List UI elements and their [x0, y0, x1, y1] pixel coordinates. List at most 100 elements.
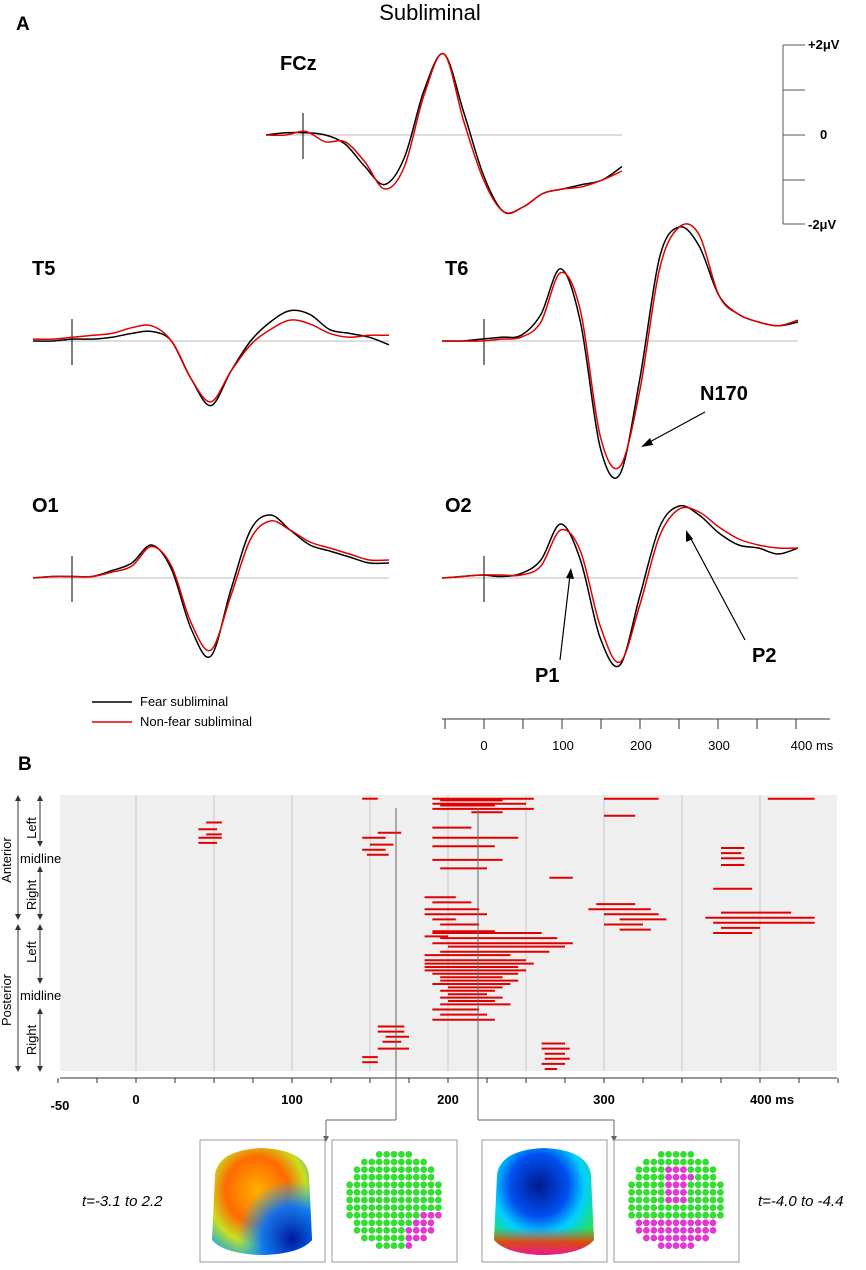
electrode-dot: [361, 1211, 368, 1219]
time-tick-label-200: 200: [630, 738, 652, 753]
annotation-p2-arrow: [689, 536, 746, 641]
electrode-dot: [412, 1234, 420, 1242]
electrode-dot: [672, 1151, 680, 1158]
electrode-dot: [687, 1158, 695, 1166]
electrode-dot: [694, 1204, 702, 1211]
erp-channel-o1: O1: [32, 495, 390, 659]
electrode-dot: [665, 1211, 672, 1219]
electrode-dot: [361, 1227, 368, 1234]
electrode-dot: [353, 1181, 361, 1189]
electrode-dot: [650, 1173, 658, 1181]
electrode-dot: [680, 1181, 687, 1189]
electrode-dot: [709, 1219, 717, 1227]
electrode-dot: [375, 1189, 383, 1196]
erp-line-t5-fear: [32, 309, 390, 407]
electrode-dot: [650, 1181, 658, 1189]
electrode-dot: [672, 1158, 680, 1166]
electrode-dot: [398, 1234, 405, 1242]
electrode-dot: [687, 1181, 695, 1189]
electrode-dot: [405, 1196, 413, 1204]
electrode-dot: [709, 1211, 717, 1219]
electrode-dot: [702, 1189, 709, 1196]
electrode-dot: [427, 1211, 435, 1219]
electrode-dot: [427, 1181, 435, 1189]
electrode-dot: [643, 1173, 650, 1181]
electrode-dot: [420, 1181, 427, 1189]
electrode-dot: [383, 1151, 390, 1158]
scale-bottom-label: -2μV: [808, 217, 837, 232]
electrode-dot: [420, 1158, 427, 1166]
electrode-dot: [672, 1181, 680, 1189]
electrode-dot: [353, 1166, 361, 1173]
annotation-p1: P1: [535, 568, 574, 687]
electrode-dot: [635, 1189, 643, 1196]
electrode-dot: [687, 1242, 695, 1249]
electrode-dot: [702, 1181, 709, 1189]
electrode-dot: [383, 1166, 390, 1173]
electrode-dot: [643, 1196, 650, 1204]
electrode-dot: [665, 1242, 672, 1249]
row-label-posterior-left: Left: [24, 941, 39, 963]
electrode-dot: [643, 1166, 650, 1173]
electrode-dot: [405, 1189, 413, 1196]
electrode-dot: [687, 1189, 695, 1196]
electrode-dot: [694, 1173, 702, 1181]
electrode-dot: [657, 1158, 665, 1166]
electrode-dot: [361, 1173, 368, 1181]
electrode-dot: [398, 1196, 405, 1204]
electrode-dot: [702, 1227, 709, 1234]
channel-label-fcz: FCz: [280, 53, 317, 75]
electrode-dot: [672, 1189, 680, 1196]
electrode-dot: [368, 1219, 376, 1227]
erp-channel-t5: T5: [32, 258, 390, 407]
time-tick-label-400: 400 ms: [791, 738, 834, 753]
electrode-dot: [702, 1173, 709, 1181]
legend-label-nonfear: Non-fear subliminal: [140, 714, 252, 729]
electrode-dot: [687, 1196, 695, 1204]
row-label-anterior-left: Left: [24, 817, 39, 839]
electrode-dot: [427, 1204, 435, 1211]
electrode-dot: [390, 1166, 398, 1173]
electrode-dot: [643, 1227, 650, 1234]
row-label-anterior-right: Right: [24, 879, 39, 910]
electrode-dot: [635, 1204, 643, 1211]
electrode-dot: [420, 1173, 427, 1181]
electrode-dot: [368, 1211, 376, 1219]
electrode-dot: [635, 1173, 643, 1181]
electrode-dot: [405, 1166, 413, 1173]
electrode-dot: [657, 1173, 665, 1181]
raster-x-tick-label-0: 0: [132, 1092, 139, 1107]
electrode-dot: [375, 1242, 383, 1249]
electrode-dot: [390, 1234, 398, 1242]
electrode-dot: [390, 1211, 398, 1219]
electrode-dot: [635, 1211, 643, 1219]
electrode-dot: [694, 1219, 702, 1227]
electrode-dot: [717, 1181, 724, 1189]
electrode-dot: [412, 1181, 420, 1189]
electrode-dot: [643, 1219, 650, 1227]
electrode-dot: [383, 1189, 390, 1196]
electrode-dot: [412, 1227, 420, 1234]
electrode-dot: [665, 1158, 672, 1166]
electrode-dot: [650, 1219, 658, 1227]
electrode-dot: [635, 1227, 643, 1234]
electrode-dot: [375, 1166, 383, 1173]
electrode-dot: [694, 1196, 702, 1204]
erp-line-t5-nonfear: [32, 319, 390, 403]
electrode-dot: [420, 1227, 427, 1234]
electrode-dot: [368, 1173, 376, 1181]
electrode-dot: [353, 1204, 361, 1211]
topo-map-right: [481, 1139, 608, 1263]
electrode-dot: [420, 1211, 427, 1219]
electrode-dot: [346, 1189, 353, 1196]
annotation-p1-label: P1: [535, 665, 559, 687]
electrode-dot: [398, 1158, 405, 1166]
electrode-dot: [398, 1189, 405, 1196]
electrode-dot: [427, 1196, 435, 1204]
electrode-dot: [390, 1219, 398, 1227]
electrode-dot: [672, 1211, 680, 1219]
electrode-dot: [650, 1189, 658, 1196]
electrode-map-left: [331, 1139, 458, 1263]
electrode-dot: [405, 1204, 413, 1211]
electrode-dot: [435, 1181, 442, 1189]
